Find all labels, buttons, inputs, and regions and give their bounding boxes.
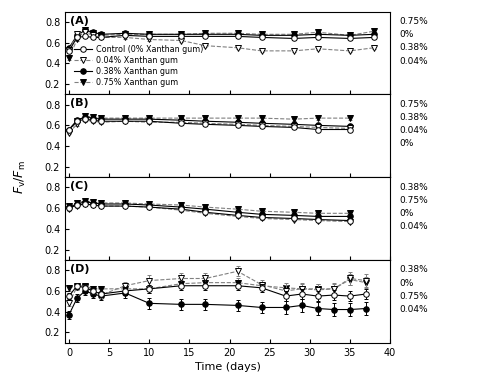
Text: 0.38%: 0.38% xyxy=(400,44,428,52)
Text: $F_{\rm v}/F_{\rm m}$: $F_{\rm v}/F_{\rm m}$ xyxy=(12,160,28,194)
Text: 0.75%: 0.75% xyxy=(400,292,428,301)
Text: 0.38%: 0.38% xyxy=(400,113,428,122)
Text: (B): (B) xyxy=(70,99,88,109)
Legend: Control (0% Xanthan gum), 0.04% Xanthan gum, 0.38% Xanthan gum, 0.75% Xanthan gu: Control (0% Xanthan gum), 0.04% Xanthan … xyxy=(72,44,204,89)
Text: (D): (D) xyxy=(70,264,89,274)
Text: 0%: 0% xyxy=(400,279,414,288)
X-axis label: Time (days): Time (days) xyxy=(194,362,260,372)
Text: (C): (C) xyxy=(70,181,88,191)
Text: 0.04%: 0.04% xyxy=(400,305,428,314)
Text: 0.75%: 0.75% xyxy=(400,17,428,26)
Text: 0.75%: 0.75% xyxy=(400,100,428,109)
Text: 0%: 0% xyxy=(400,30,414,39)
Text: 0%: 0% xyxy=(400,209,414,218)
Text: 0.04%: 0.04% xyxy=(400,222,428,231)
Text: 0.38%: 0.38% xyxy=(400,182,428,191)
Text: 0.75%: 0.75% xyxy=(400,196,428,205)
Text: (A): (A) xyxy=(70,16,89,26)
Text: 0.04%: 0.04% xyxy=(400,126,428,135)
Text: 0%: 0% xyxy=(400,139,414,149)
Text: 0.04%: 0.04% xyxy=(400,57,428,66)
Text: 0.38%: 0.38% xyxy=(400,265,428,274)
